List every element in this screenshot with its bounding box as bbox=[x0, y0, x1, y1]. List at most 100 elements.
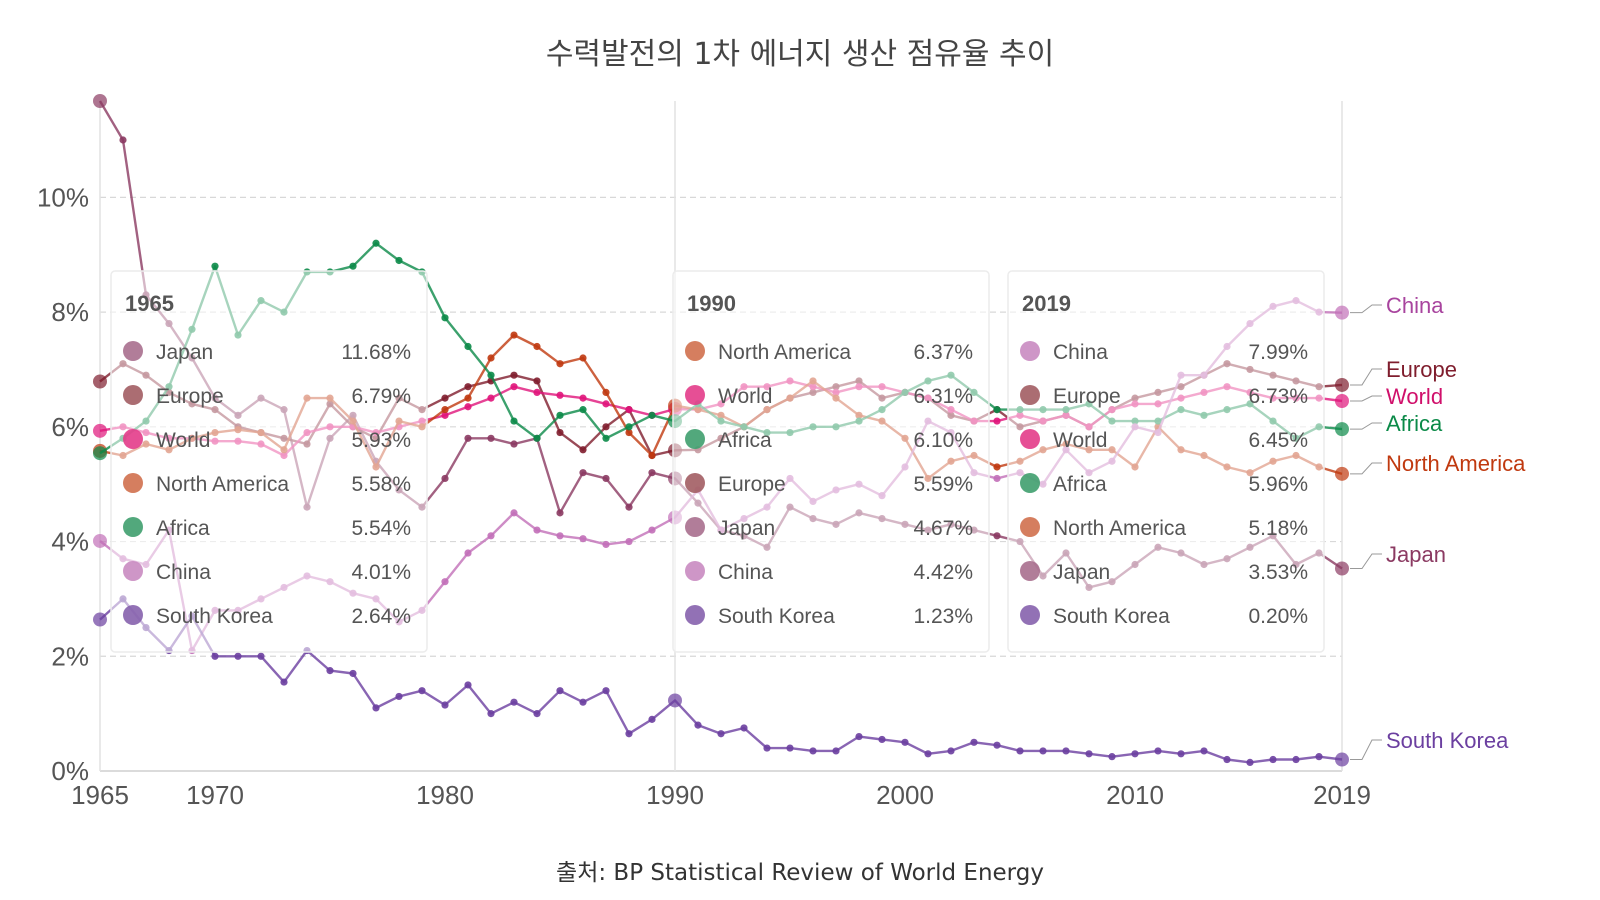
end-label-text: South Korea bbox=[1386, 728, 1509, 753]
data-point bbox=[510, 371, 518, 379]
data-point bbox=[510, 331, 518, 339]
data-point bbox=[556, 411, 564, 419]
data-point bbox=[993, 474, 1001, 483]
data-point bbox=[464, 403, 472, 411]
data-point bbox=[832, 747, 840, 755]
tooltip-value: 6.79% bbox=[351, 385, 411, 408]
data-point bbox=[372, 239, 380, 247]
data-point bbox=[464, 342, 472, 351]
tooltip-series-name: Africa bbox=[156, 517, 210, 540]
tooltip-value: 5.18% bbox=[1248, 517, 1308, 540]
y-tick-label: 2% bbox=[51, 641, 89, 671]
end-label-world: World bbox=[1350, 384, 1443, 409]
data-point bbox=[878, 735, 886, 744]
data-point bbox=[510, 698, 518, 706]
tooltip-series-name: World bbox=[718, 385, 772, 408]
data-point bbox=[1315, 753, 1323, 761]
data-point bbox=[1016, 747, 1024, 755]
data-point bbox=[602, 687, 610, 695]
tooltip-series-name: World bbox=[156, 429, 210, 452]
data-point bbox=[93, 374, 107, 389]
data-point bbox=[1039, 747, 1047, 755]
data-point bbox=[1200, 747, 1208, 755]
leader-line bbox=[1350, 304, 1382, 314]
data-point bbox=[441, 394, 449, 402]
tooltip-value: 5.58% bbox=[351, 473, 411, 496]
data-point bbox=[119, 136, 127, 144]
data-point bbox=[602, 423, 610, 431]
data-point bbox=[970, 738, 978, 746]
data-point bbox=[786, 744, 794, 752]
tooltip-1965: 1965 Japan 11.68% Europe 6.79% World 5.93% Nort… bbox=[110, 270, 428, 653]
x-tick-label: 2019 bbox=[1313, 780, 1371, 810]
leader-line bbox=[1350, 462, 1382, 475]
tooltip-value: 5.59% bbox=[913, 473, 973, 496]
leader-line bbox=[1350, 422, 1382, 430]
end-label-south-korea: South Korea bbox=[1350, 728, 1509, 761]
data-point bbox=[349, 669, 357, 678]
y-tick-label: 10% bbox=[37, 182, 89, 212]
data-point bbox=[668, 693, 682, 708]
data-point bbox=[487, 354, 495, 362]
data-point bbox=[855, 732, 863, 741]
data-point bbox=[533, 526, 541, 534]
data-point bbox=[556, 391, 564, 399]
y-tick-label: 0% bbox=[51, 756, 89, 786]
tooltip-series-name: Europe bbox=[156, 385, 224, 408]
tooltip-value: 11.68% bbox=[341, 341, 411, 364]
tooltip-2019: 2019 China 7.99% Europe 6.73% World 6.45% Afric… bbox=[1007, 270, 1325, 653]
data-point bbox=[694, 721, 702, 729]
tooltip-value: 4.01% bbox=[351, 561, 411, 584]
x-tick-label: 2010 bbox=[1106, 780, 1164, 810]
end-label-text: China bbox=[1386, 293, 1444, 318]
tooltip-series-name: Japan bbox=[718, 517, 775, 540]
tooltip-year: 2019 bbox=[1022, 291, 1071, 316]
tooltip-box bbox=[110, 270, 428, 653]
data-point bbox=[1335, 377, 1349, 392]
tooltip-box bbox=[1007, 270, 1325, 653]
tooltip-series-name: South Korea bbox=[718, 605, 835, 628]
tooltip-value: 2.64% bbox=[351, 605, 411, 628]
x-tick-label: 1970 bbox=[186, 780, 244, 810]
y-axis: 0% 2% 4% 6% 8% 10% bbox=[37, 182, 89, 786]
tooltip-year: 1965 bbox=[125, 291, 174, 316]
data-point bbox=[257, 652, 265, 660]
tooltip-swatch bbox=[685, 605, 705, 625]
data-point bbox=[625, 503, 633, 511]
data-point bbox=[326, 667, 334, 675]
data-point bbox=[763, 744, 771, 752]
data-point bbox=[93, 533, 107, 548]
data-point bbox=[556, 687, 564, 695]
data-point bbox=[625, 428, 633, 437]
data-point bbox=[993, 532, 1001, 540]
leader-line bbox=[1350, 739, 1382, 761]
tooltip-series-name: Europe bbox=[718, 473, 786, 496]
data-point bbox=[1223, 755, 1231, 764]
data-point bbox=[533, 388, 541, 397]
tooltip-year: 1990 bbox=[687, 291, 736, 316]
data-point bbox=[625, 406, 633, 414]
data-point bbox=[395, 256, 403, 265]
tooltip-value: 0.20% bbox=[1248, 605, 1308, 628]
data-point bbox=[533, 342, 541, 351]
tooltip-series-name: Africa bbox=[1053, 473, 1107, 496]
tooltip-value: 4.67% bbox=[913, 517, 973, 540]
data-point bbox=[556, 509, 564, 517]
tooltip-swatch bbox=[123, 517, 143, 537]
data-point bbox=[441, 701, 449, 709]
leader-line bbox=[1350, 395, 1382, 402]
tooltip-value: 6.10% bbox=[913, 429, 973, 452]
data-point bbox=[280, 678, 288, 686]
data-point bbox=[487, 710, 495, 718]
tooltip-series-name: China bbox=[1053, 341, 1108, 364]
tooltip-swatch bbox=[123, 605, 143, 625]
data-point bbox=[211, 652, 219, 660]
tooltip-series-name: China bbox=[718, 561, 773, 584]
data-point bbox=[1062, 747, 1070, 755]
data-point bbox=[579, 535, 587, 543]
tooltip-swatch bbox=[685, 517, 705, 537]
data-point bbox=[993, 741, 1001, 749]
data-point bbox=[648, 469, 656, 477]
data-point bbox=[1335, 422, 1349, 437]
